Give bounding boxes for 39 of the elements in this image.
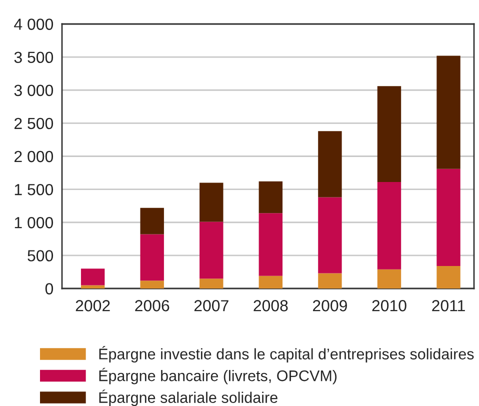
- bar: [436, 56, 460, 169]
- bar: [258, 213, 283, 276]
- y-tick-label: 1 500: [14, 184, 54, 196]
- x-tick-label: 2008: [254, 300, 288, 312]
- bar: [80, 268, 105, 286]
- bar: [318, 273, 342, 288]
- bar: [258, 276, 283, 288]
- bar: [200, 278, 224, 288]
- y-tick-label: 500: [28, 250, 54, 262]
- legend-label: Épargne salariale solidaire: [99, 390, 278, 406]
- legend-label: Épargne bancaire (livrets, OPCVM): [99, 368, 337, 384]
- y-tick-label: 0: [45, 283, 54, 294]
- bar: [318, 197, 342, 274]
- x-tick-label: 2006: [135, 300, 170, 312]
- y-tick-label: 3 500: [14, 52, 54, 64]
- y-tick-label: 1 000: [14, 217, 54, 228]
- y-tick-label: 2 500: [14, 118, 54, 130]
- bar: [436, 266, 460, 288]
- bar: [200, 222, 224, 279]
- bar: [140, 208, 164, 234]
- bar: [258, 181, 283, 214]
- y-tick-label: 4 000: [14, 18, 54, 30]
- bar: [377, 269, 402, 288]
- y-tick-label: 3 000: [14, 84, 54, 96]
- bar: [436, 168, 460, 266]
- bar: [318, 131, 342, 198]
- x-tick-label: 2011: [432, 300, 465, 312]
- bar: [80, 285, 105, 288]
- bar: [377, 182, 402, 270]
- bar: [200, 182, 224, 222]
- bar: [140, 280, 164, 288]
- x-tick-label: 2002: [76, 300, 110, 312]
- x-tick-label: 2010: [372, 300, 406, 312]
- x-tick-label: 2009: [312, 300, 347, 312]
- bar: [377, 86, 402, 182]
- y-tick-label: 2 000: [14, 150, 54, 162]
- legend-label: Épargne investie dans le capital d’entreprises solidaires: [99, 346, 474, 362]
- bar: [140, 234, 164, 281]
- x-tick-label: 2007: [194, 300, 228, 312]
